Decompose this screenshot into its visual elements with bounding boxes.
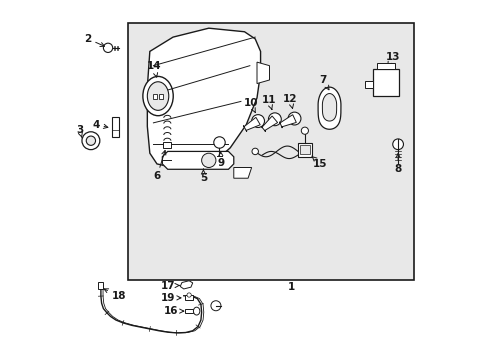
Bar — [163, 142, 171, 148]
Circle shape — [287, 112, 300, 125]
Text: 6: 6 — [153, 150, 165, 181]
Bar — [372, 69, 398, 96]
Circle shape — [251, 148, 258, 155]
Circle shape — [301, 127, 308, 134]
Text: 12: 12 — [283, 94, 297, 108]
Text: 14: 14 — [146, 62, 161, 77]
Text: 9: 9 — [217, 152, 224, 168]
Ellipse shape — [193, 307, 200, 315]
Bar — [159, 94, 163, 99]
Text: 1: 1 — [287, 282, 294, 292]
Text: 3: 3 — [76, 125, 83, 138]
Ellipse shape — [147, 82, 168, 111]
Text: 19: 19 — [160, 293, 181, 303]
Circle shape — [251, 114, 264, 127]
Text: 5: 5 — [200, 169, 206, 183]
Circle shape — [210, 301, 221, 311]
Polygon shape — [261, 116, 277, 131]
Bar — [299, 145, 309, 154]
Text: 4: 4 — [92, 120, 108, 130]
Text: 11: 11 — [261, 95, 276, 109]
Text: 13: 13 — [385, 53, 399, 67]
Bar — [152, 94, 157, 99]
Bar — [364, 81, 373, 88]
Polygon shape — [318, 87, 340, 129]
Bar — [184, 295, 193, 300]
Bar — [377, 63, 394, 69]
Text: 2: 2 — [84, 34, 104, 46]
Polygon shape — [322, 94, 336, 121]
Circle shape — [268, 113, 281, 126]
Text: 8: 8 — [394, 153, 401, 174]
Bar — [298, 143, 311, 157]
Circle shape — [186, 293, 191, 297]
Circle shape — [103, 43, 112, 53]
Text: 16: 16 — [163, 306, 183, 316]
Polygon shape — [243, 117, 260, 131]
Polygon shape — [279, 115, 296, 128]
Polygon shape — [162, 152, 233, 169]
Bar — [128, 23, 413, 280]
Circle shape — [86, 136, 95, 145]
Circle shape — [82, 132, 100, 150]
Text: 7: 7 — [319, 75, 328, 90]
Text: 18: 18 — [104, 289, 126, 301]
Circle shape — [392, 139, 403, 150]
Text: 15: 15 — [311, 156, 327, 169]
Circle shape — [201, 153, 216, 167]
Bar — [111, 117, 119, 137]
Circle shape — [213, 137, 225, 148]
Text: 10: 10 — [243, 98, 257, 112]
Ellipse shape — [142, 76, 173, 116]
Text: 17: 17 — [160, 281, 179, 291]
Bar — [98, 282, 103, 289]
Polygon shape — [257, 62, 269, 84]
Polygon shape — [147, 28, 260, 167]
Polygon shape — [233, 167, 251, 178]
Polygon shape — [180, 281, 192, 289]
Bar — [184, 309, 192, 313]
